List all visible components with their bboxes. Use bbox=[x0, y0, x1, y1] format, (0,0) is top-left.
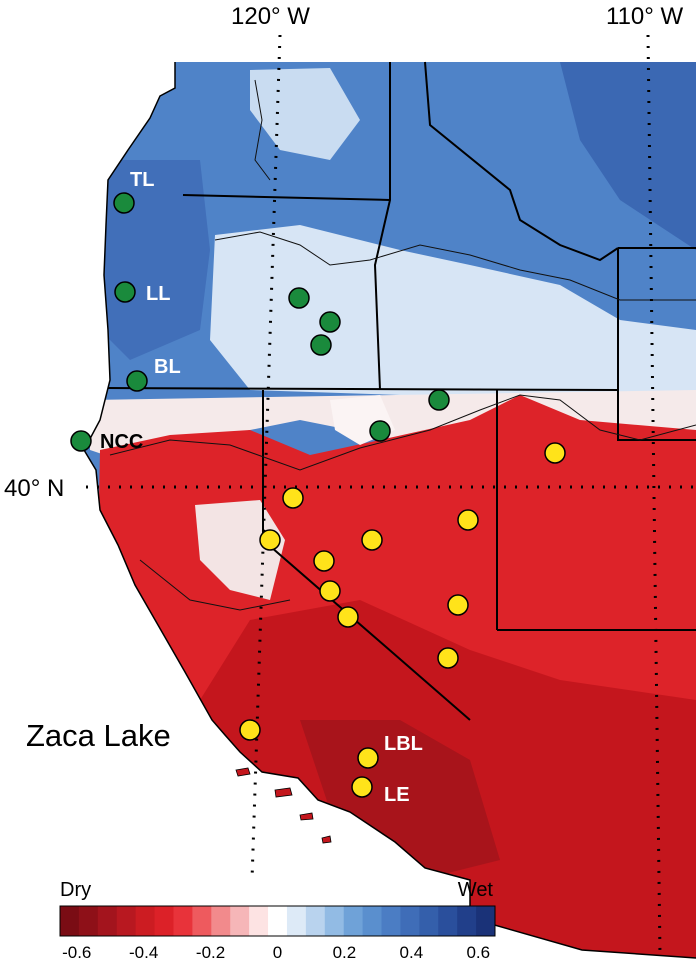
map-area bbox=[83, 61, 696, 959]
colorbar-cell bbox=[173, 906, 193, 936]
wet-sites bbox=[70, 192, 450, 452]
colorbar-cell bbox=[192, 906, 212, 936]
site-label-le: LE bbox=[384, 784, 410, 806]
dry-site-marker[interactable] bbox=[337, 606, 359, 628]
colorbar-cell bbox=[154, 906, 174, 936]
wet-site-marker[interactable] bbox=[288, 287, 310, 309]
colorbar-cell bbox=[230, 906, 250, 936]
site-ncc-marker[interactable] bbox=[70, 430, 92, 452]
colorbar-cell bbox=[419, 906, 439, 936]
dry-site-marker[interactable] bbox=[544, 442, 566, 464]
colorbar-tick-label: 0.6 bbox=[466, 943, 490, 962]
wet-site-marker[interactable] bbox=[319, 311, 341, 333]
colorbar-frame bbox=[59, 905, 496, 937]
site-zaca-lake-marker[interactable] bbox=[239, 719, 261, 741]
dry-site-marker[interactable] bbox=[437, 647, 459, 669]
wet-site-marker[interactable] bbox=[369, 420, 391, 442]
coastline bbox=[83, 62, 696, 959]
colorbar-tick-label: -0.6 bbox=[62, 943, 91, 962]
dry-sites bbox=[239, 442, 566, 798]
colorbar-dry-label: Dry bbox=[60, 879, 91, 901]
wet-core-region bbox=[380, 62, 696, 250]
colorbar-wet-label: Wet bbox=[458, 879, 494, 901]
colorbar-cell bbox=[362, 906, 383, 936]
dry-site-marker[interactable] bbox=[457, 509, 479, 531]
site-le-marker[interactable] bbox=[351, 776, 373, 798]
graticule bbox=[86, 34, 696, 956]
wet-site-marker[interactable] bbox=[310, 334, 332, 356]
lon-label-110w: 110° W bbox=[606, 3, 684, 30]
colorbar-cell bbox=[305, 906, 326, 936]
colorbar-ticks: -0.6 -0.4 -0.2 0 0.2 0.4 0.6 bbox=[62, 943, 490, 962]
colorbar-cell bbox=[78, 906, 99, 936]
colorbar-cell bbox=[268, 906, 288, 936]
dry-deep-region bbox=[300, 720, 500, 880]
dry-site-marker[interactable] bbox=[259, 529, 281, 551]
colorbar-cell bbox=[116, 906, 137, 936]
colorbar-cell bbox=[343, 906, 364, 936]
colorbar-tick-label: 0.4 bbox=[400, 943, 424, 962]
colorbar-cell bbox=[286, 906, 307, 936]
site-label-zaca-lake: Zaca Lake bbox=[26, 718, 171, 753]
dry-site-marker[interactable] bbox=[313, 550, 335, 572]
colorbar-cell bbox=[135, 906, 156, 936]
lat-label-40n: 40° N bbox=[4, 475, 64, 502]
wet-coast-region bbox=[100, 160, 210, 360]
wet-site-marker[interactable] bbox=[428, 389, 450, 411]
state-borders bbox=[107, 61, 696, 721]
colorbar-tick-label: -0.4 bbox=[129, 943, 158, 962]
site-lbl-marker[interactable] bbox=[357, 747, 379, 769]
colorbar-cell bbox=[381, 906, 401, 936]
site-label-bl: BL bbox=[154, 356, 181, 378]
colorbar-tick-label: -0.2 bbox=[196, 943, 225, 962]
site-ll-marker[interactable] bbox=[114, 281, 136, 303]
site-label-ll: LL bbox=[146, 283, 170, 305]
lon-label-120w: 120° W bbox=[231, 3, 310, 30]
colorbar-cell bbox=[324, 906, 345, 936]
site-tl-marker[interactable] bbox=[113, 192, 135, 214]
dry-site-marker[interactable] bbox=[361, 529, 383, 551]
colorbar-cell bbox=[400, 906, 420, 936]
colorbar-cells bbox=[60, 906, 496, 936]
dry-site-marker[interactable] bbox=[319, 580, 341, 602]
colorbar-cell bbox=[249, 906, 269, 936]
channel-islands bbox=[235, 767, 332, 844]
dry-site-marker[interactable] bbox=[447, 594, 469, 616]
meridian-120w bbox=[250, 34, 282, 881]
transition-zone-central bbox=[210, 225, 696, 400]
colorbar-tick-label: 0.2 bbox=[333, 943, 357, 962]
dry-site-marker[interactable] bbox=[282, 487, 304, 509]
colorbar-tick-label: 0 bbox=[273, 943, 282, 962]
site-label-ncc: NCC bbox=[100, 431, 143, 453]
colorbar-cell bbox=[438, 906, 458, 936]
colorbar-cell bbox=[476, 906, 496, 936]
site-label-lbl: LBL bbox=[384, 733, 423, 755]
site-label-tl: TL bbox=[130, 169, 154, 191]
colorbar: Dry Wet -0.6 -0.4 -0.2 0 0.2 0.4 0.6 bbox=[59, 879, 496, 962]
colorbar-cell bbox=[211, 906, 231, 936]
colorbar-cell bbox=[457, 906, 477, 936]
colorbar-cell bbox=[60, 906, 80, 936]
site-bl-marker[interactable] bbox=[126, 370, 148, 392]
colorbar-cell bbox=[97, 906, 118, 936]
contour-lines bbox=[109, 79, 696, 611]
